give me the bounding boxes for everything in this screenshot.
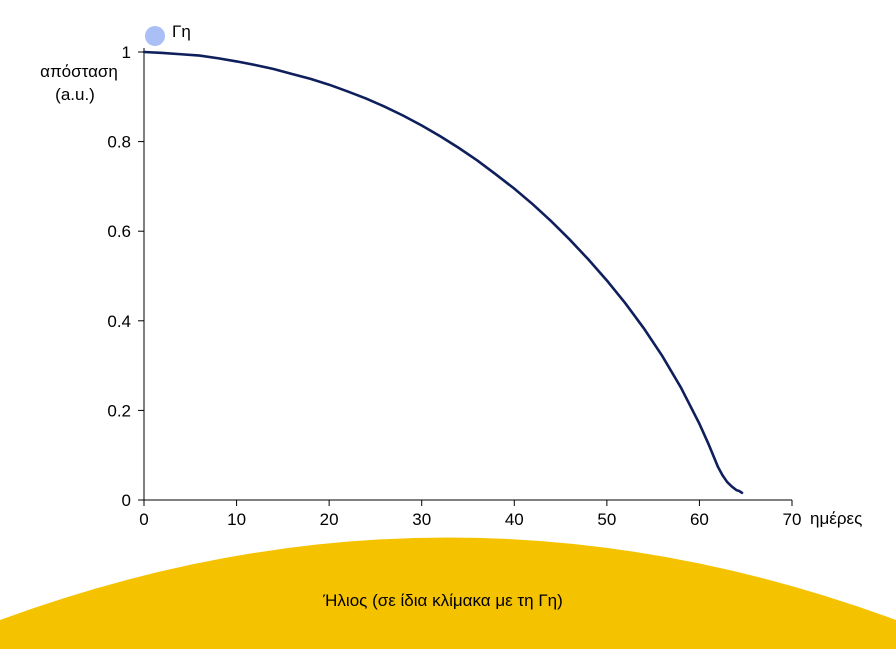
x-tick-label: 0 — [139, 510, 148, 529]
y-tick-label: 0 — [122, 491, 131, 510]
earth-marker — [145, 26, 165, 46]
x-tick-label: 50 — [597, 510, 616, 529]
x-tick-label: 30 — [412, 510, 431, 529]
x-tick-label: 40 — [505, 510, 524, 529]
x-tick-label: 70 — [783, 510, 802, 529]
y-tick-label: 0.6 — [107, 222, 131, 241]
y-tick-label: 0.8 — [107, 133, 131, 152]
y-tick-label: 0.4 — [107, 312, 131, 331]
y-axis-label: απόσταση — [40, 62, 118, 81]
x-axis-label: ημέρες — [810, 509, 862, 528]
axes — [143, 48, 792, 501]
earth-label: Γη — [172, 22, 191, 41]
sun-label: Ήλιος (σε ίδια κλίμακα με τη Γη) — [322, 591, 563, 610]
y-ticks: 0 0.2 0.4 0.6 0.8 1 — [107, 43, 144, 510]
y-axis-unit: (a.u.) — [55, 85, 95, 104]
x-tick-label: 20 — [320, 510, 339, 529]
x-tick-label: 60 — [690, 510, 709, 529]
series-line — [142, 50, 744, 495]
y-tick-label: 1 — [122, 43, 131, 62]
x-tick-label: 10 — [227, 510, 246, 529]
sun-shape — [0, 537, 896, 649]
y-tick-label: 0.2 — [107, 401, 131, 420]
x-ticks: 0 10 20 30 40 50 60 70 — [139, 500, 801, 529]
